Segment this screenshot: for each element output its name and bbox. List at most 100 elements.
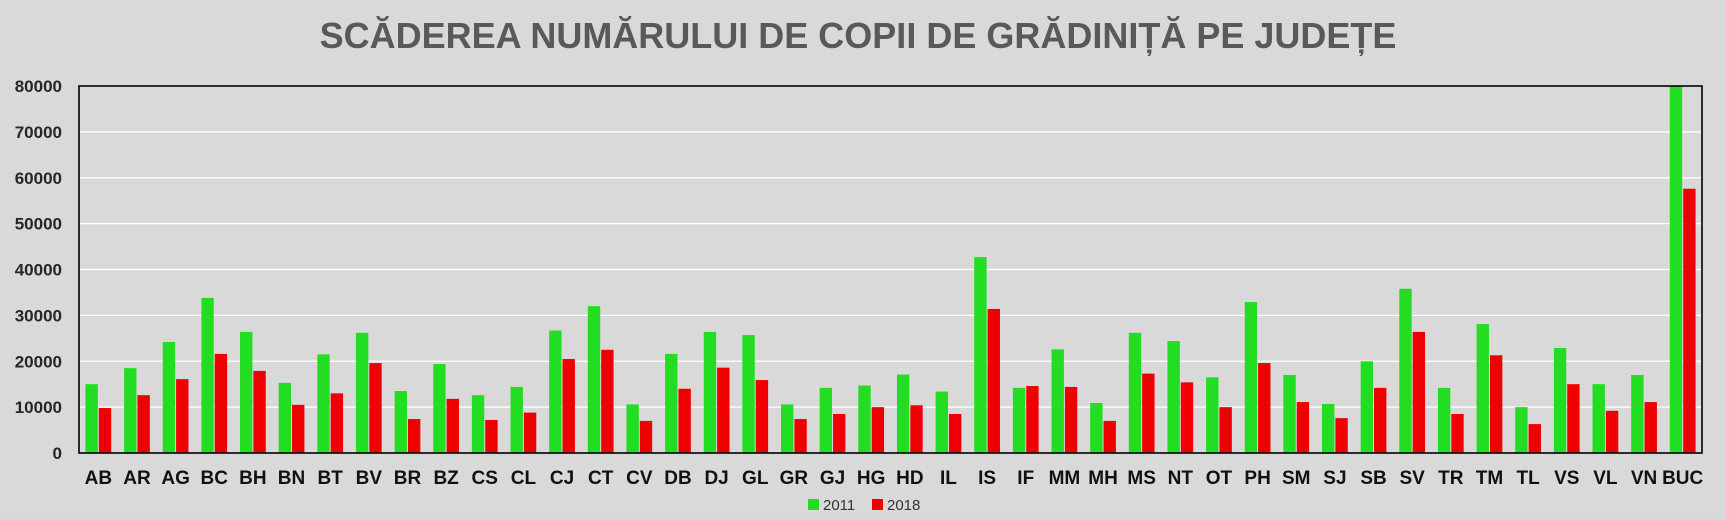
bar-2011-BR <box>394 391 407 453</box>
bar-2011-HG <box>858 385 871 453</box>
legend-label-2011: 2011 <box>823 497 855 514</box>
bar-2018-DB <box>678 388 691 453</box>
x-tick-label: MS <box>1127 468 1156 489</box>
bar-2018-HD <box>910 405 923 453</box>
bar-2011-CL <box>510 386 523 453</box>
legend-swatch-2011 <box>808 499 819 510</box>
bar-2018-NT <box>1180 382 1194 453</box>
bar-2011-VL <box>1592 384 1605 453</box>
bar-2018-HG <box>871 407 885 453</box>
bar-2011-SM <box>1283 375 1296 453</box>
y-tick-label: 60000 <box>15 169 62 188</box>
bar-2018-CT <box>601 349 614 453</box>
bar-2018-PH <box>1258 363 1271 453</box>
bar-2011-PH <box>1244 302 1258 453</box>
x-tick-label: MM <box>1049 468 1081 489</box>
x-tick-label: AB <box>85 468 112 489</box>
bar-2018-CV <box>639 420 653 453</box>
x-tick-label: TR <box>1438 468 1464 489</box>
x-tick-label: GJ <box>820 468 845 489</box>
bar-2011-AB <box>85 384 98 453</box>
y-tick-label: 70000 <box>15 123 62 142</box>
bar-2018-SB <box>1374 387 1387 453</box>
bar-2011-MM <box>1051 349 1064 453</box>
bar-2018-OT <box>1219 407 1232 453</box>
x-tick-label: BC <box>201 468 229 489</box>
bar-2018-MM <box>1064 386 1078 453</box>
x-tick-label: SJ <box>1323 468 1346 489</box>
y-tick-label: 30000 <box>15 306 62 325</box>
legend-swatch-2018 <box>872 499 883 510</box>
x-tick-label: CL <box>511 468 537 489</box>
x-tick-label: BH <box>239 468 266 489</box>
bar-2011-AR <box>124 368 137 453</box>
x-tick-label: BV <box>356 468 383 489</box>
bar-2018-AG <box>176 379 189 453</box>
x-tick-label: TL <box>1516 468 1540 489</box>
x-tick-label: IS <box>978 468 996 489</box>
bar-2011-BN <box>278 382 292 453</box>
bar-2011-SV <box>1399 288 1412 453</box>
x-tick-label: VL <box>1593 468 1618 489</box>
x-tick-label: SM <box>1282 468 1311 489</box>
x-tick-label: AG <box>161 468 190 489</box>
bar-2011-IL <box>935 391 948 453</box>
x-tick-label: AR <box>123 468 151 489</box>
bar-2018-BV <box>369 363 382 453</box>
bar-2011-OT <box>1206 377 1219 453</box>
bar-2011-GJ <box>819 387 833 453</box>
bar-2011-SJ <box>1322 403 1335 453</box>
x-axis-tick-labels: AB AR AG BC BH BN BT BV BR BZ CS CL CJ CT CV DB DJ GL GR GJ… <box>85 468 1704 489</box>
bar-2018-SJ <box>1335 418 1348 453</box>
bar-2011-NT <box>1167 341 1180 453</box>
x-tick-label: PH <box>1244 468 1270 489</box>
x-tick-label: SB <box>1360 468 1386 489</box>
x-tick-label: DB <box>664 468 691 489</box>
bar-2018-BT <box>330 393 344 453</box>
bar-2011-HD <box>896 374 910 453</box>
bar-2018-MH <box>1103 420 1116 453</box>
bar-2018-IS <box>987 308 1000 453</box>
bar-2018-TL <box>1528 424 1541 453</box>
bar-2011-VS <box>1553 347 1567 453</box>
bar-2011-BV <box>355 332 369 453</box>
bar-2018-GR <box>794 419 807 453</box>
bar-2011-SB <box>1360 361 1374 453</box>
bar-2011-CJ <box>549 330 562 453</box>
bar-2018-VS <box>1567 384 1580 453</box>
y-tick-label: 20000 <box>15 352 62 371</box>
x-tick-label: MH <box>1088 468 1118 489</box>
bar-2018-VL <box>1605 410 1619 453</box>
x-tick-label: CT <box>588 468 614 489</box>
bar-2011-TM <box>1476 324 1489 453</box>
x-tick-label: BZ <box>433 468 459 489</box>
bar-2018-BN <box>292 404 305 453</box>
bar-2011-BH <box>240 331 253 453</box>
x-tick-label: BN <box>278 468 305 489</box>
x-tick-label: OT <box>1206 468 1233 489</box>
x-tick-label: HG <box>857 468 886 489</box>
x-tick-label: CJ <box>550 468 574 489</box>
bar-2018-BC <box>214 353 228 453</box>
bar-2018-TM <box>1489 355 1503 453</box>
x-tick-label: VN <box>1631 468 1657 489</box>
x-tick-label: GR <box>780 468 809 489</box>
bar-2011-MS <box>1128 332 1142 453</box>
bars <box>85 86 1696 453</box>
bar-2011-BT <box>317 354 330 453</box>
bar-2011-TL <box>1515 407 1528 453</box>
bar-2018-AB <box>98 408 112 453</box>
bar-2011-BC <box>201 297 214 453</box>
bar-2011-BUC <box>1669 86 1683 453</box>
chart-title: SCĂDEREA NUMĂRULUI DE COPII DE GRĂDINIȚĂ… <box>320 15 1397 56</box>
x-tick-label: BR <box>394 468 422 489</box>
bar-2018-BUC <box>1683 188 1696 453</box>
bar-2011-AG <box>162 341 176 453</box>
bar-2011-CT <box>587 306 601 453</box>
y-tick-label: 50000 <box>15 215 62 234</box>
x-tick-label: GL <box>742 468 769 489</box>
legend-label-2018: 2018 <box>887 497 920 514</box>
bar-2011-GL <box>742 335 755 453</box>
